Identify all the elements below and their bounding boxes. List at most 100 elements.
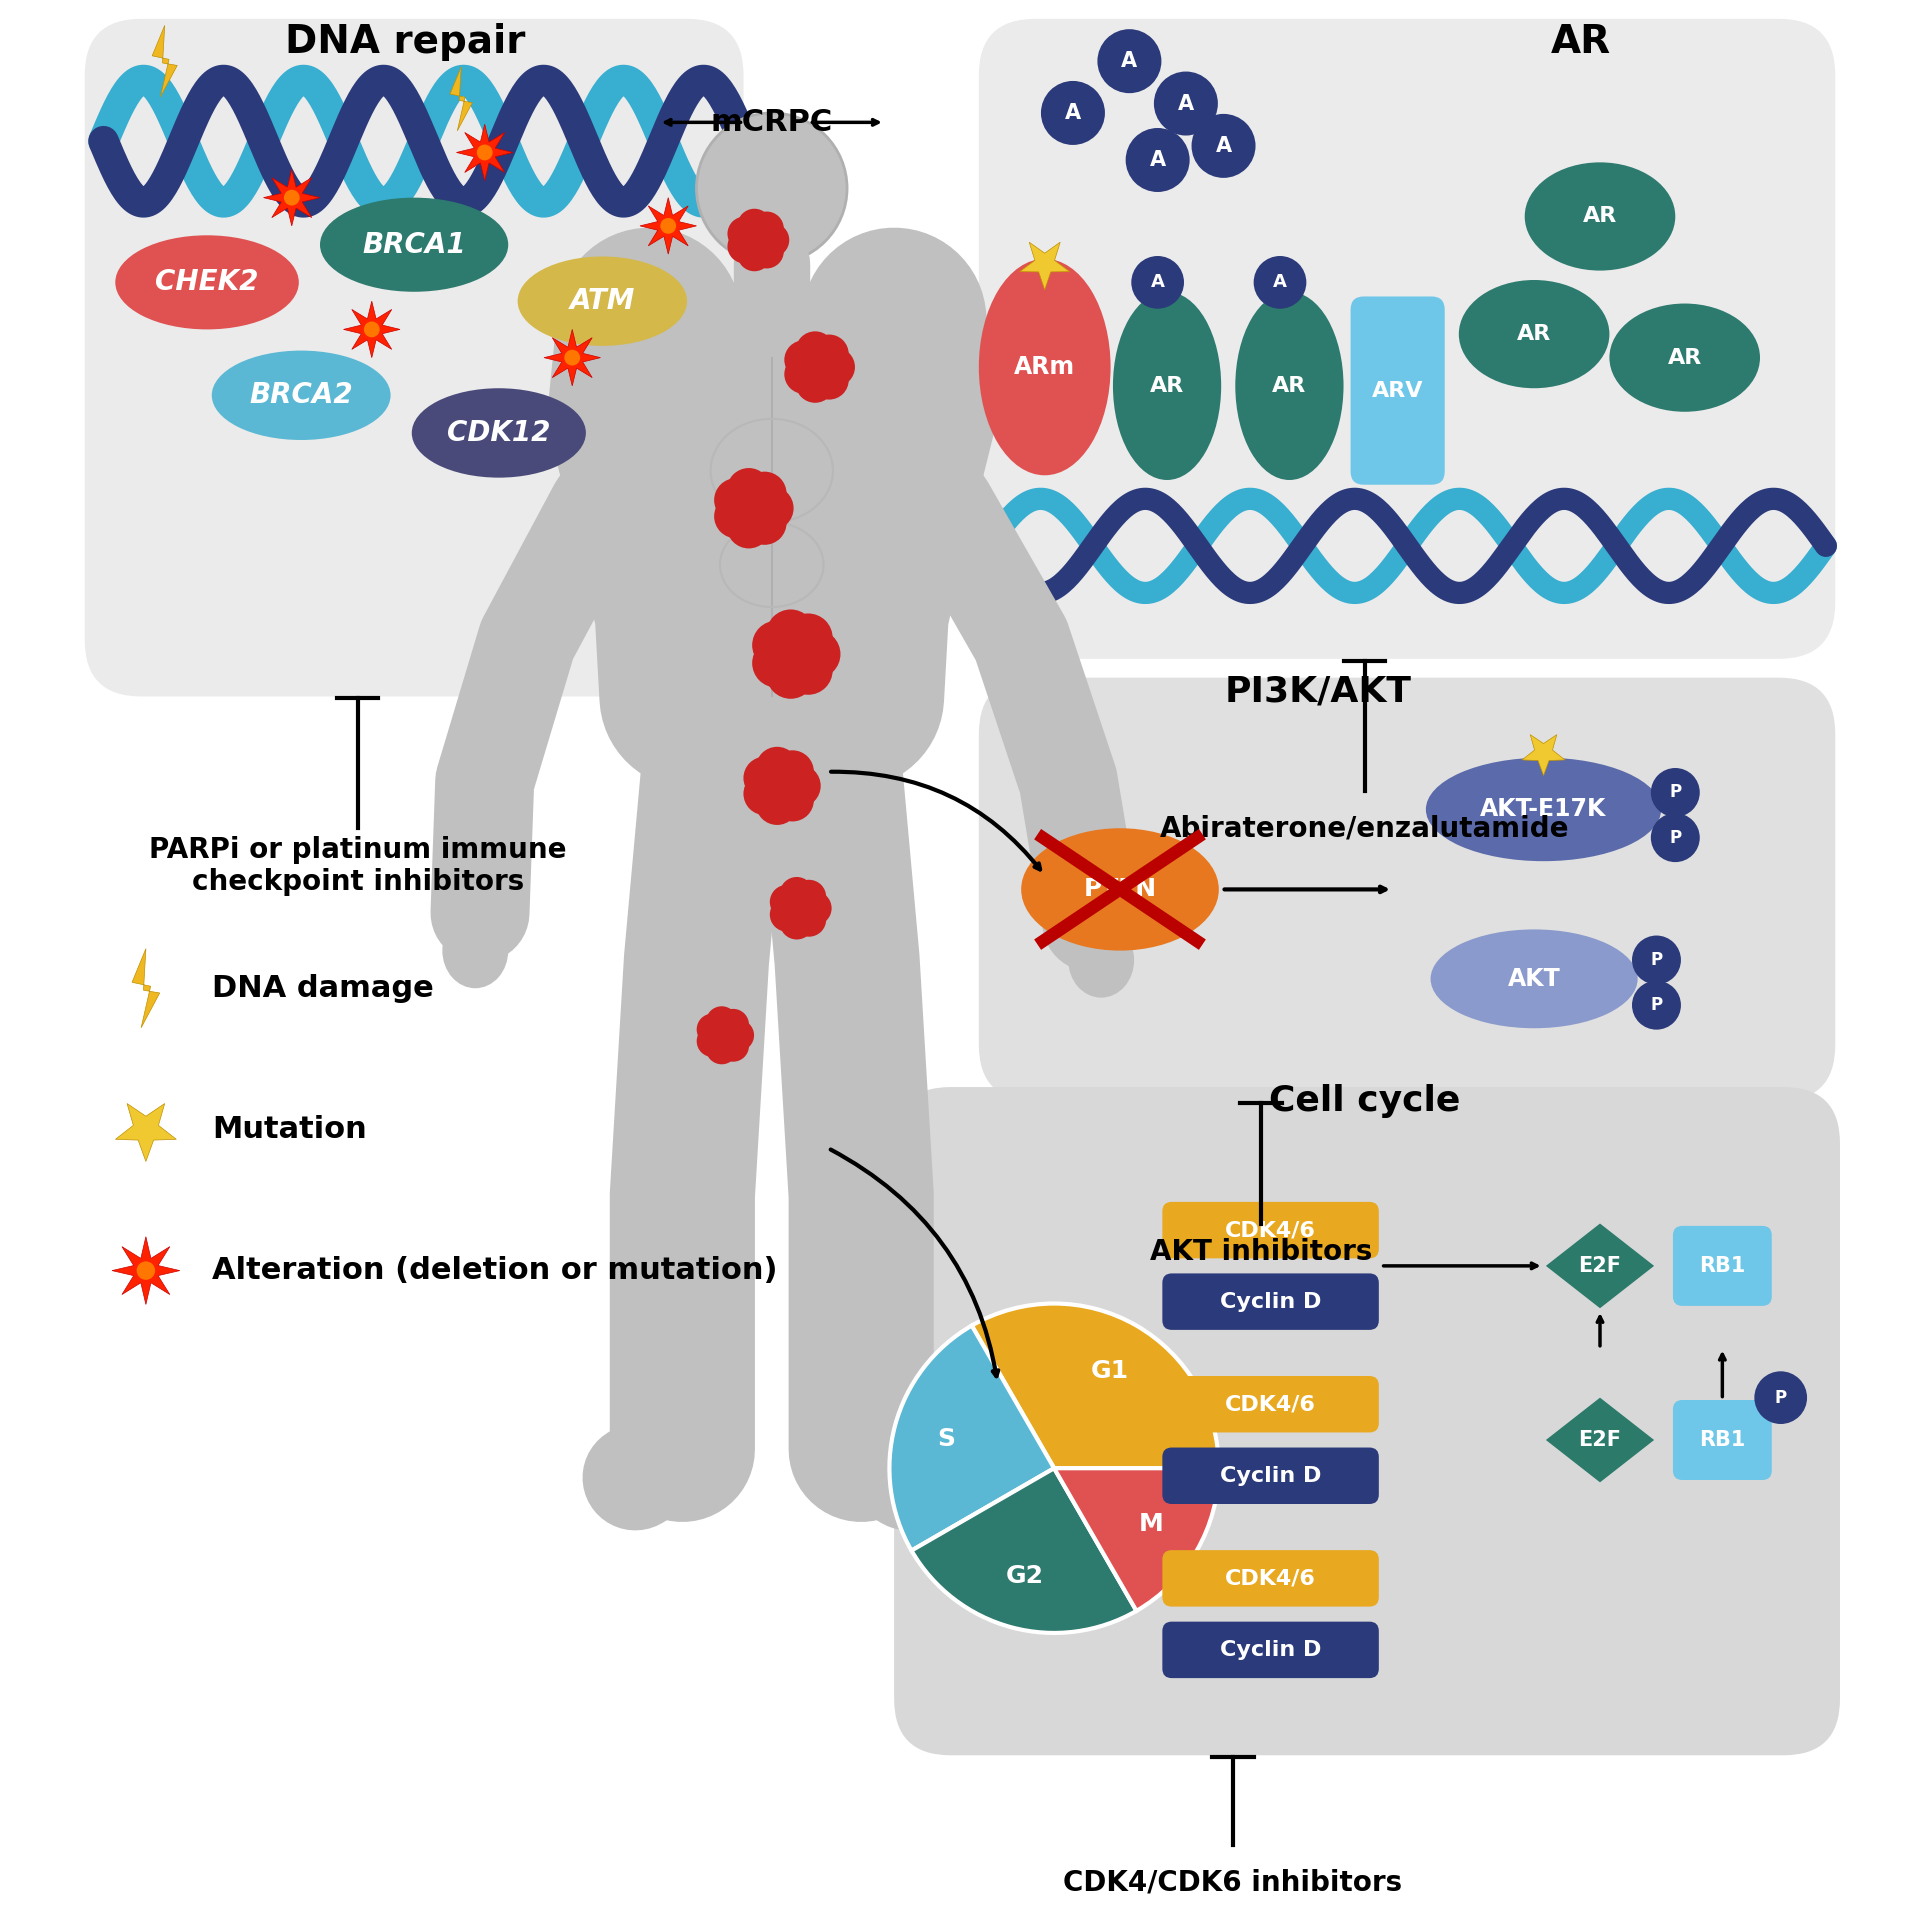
Circle shape xyxy=(780,889,820,927)
Circle shape xyxy=(772,780,814,822)
Circle shape xyxy=(785,355,824,394)
Ellipse shape xyxy=(321,198,509,292)
Text: AR: AR xyxy=(1517,324,1551,344)
Circle shape xyxy=(707,1006,737,1039)
Text: CHEK2: CHEK2 xyxy=(156,269,259,296)
Text: G1: G1 xyxy=(1091,1359,1129,1382)
Wedge shape xyxy=(972,1304,1219,1469)
Circle shape xyxy=(797,891,831,925)
Circle shape xyxy=(365,321,380,338)
Circle shape xyxy=(743,501,787,545)
Ellipse shape xyxy=(1068,922,1135,998)
FancyBboxPatch shape xyxy=(1162,1448,1379,1503)
Circle shape xyxy=(714,493,758,538)
Ellipse shape xyxy=(1609,303,1761,411)
FancyBboxPatch shape xyxy=(1350,296,1444,484)
Circle shape xyxy=(770,885,804,920)
Text: G2: G2 xyxy=(1006,1565,1044,1588)
Text: BRCA2: BRCA2 xyxy=(250,382,353,409)
Circle shape xyxy=(697,1025,728,1058)
FancyBboxPatch shape xyxy=(1162,1549,1379,1607)
FancyBboxPatch shape xyxy=(1162,1273,1379,1331)
Text: CDK4/6: CDK4/6 xyxy=(1225,1219,1315,1240)
Text: DNA damage: DNA damage xyxy=(211,973,434,1002)
Ellipse shape xyxy=(211,351,390,440)
Polygon shape xyxy=(152,25,177,96)
Circle shape xyxy=(284,190,300,205)
Circle shape xyxy=(772,751,814,793)
Text: AKT: AKT xyxy=(1507,968,1561,991)
Circle shape xyxy=(778,764,820,806)
Text: AR: AR xyxy=(1668,348,1701,367)
Circle shape xyxy=(714,478,758,522)
FancyBboxPatch shape xyxy=(1162,1377,1379,1432)
Circle shape xyxy=(1651,768,1699,816)
Circle shape xyxy=(753,639,801,687)
Circle shape xyxy=(728,228,762,263)
Text: AR: AR xyxy=(1551,23,1611,61)
Ellipse shape xyxy=(1114,292,1221,480)
Ellipse shape xyxy=(1524,163,1676,271)
FancyBboxPatch shape xyxy=(1162,1202,1379,1258)
Text: A: A xyxy=(1121,52,1137,71)
Text: CDK4/6: CDK4/6 xyxy=(1225,1394,1315,1415)
Text: A: A xyxy=(1150,150,1165,171)
Circle shape xyxy=(1755,1371,1807,1425)
Circle shape xyxy=(722,1020,755,1052)
Text: RB1: RB1 xyxy=(1699,1430,1745,1450)
Circle shape xyxy=(737,221,778,259)
Ellipse shape xyxy=(411,388,586,478)
Circle shape xyxy=(783,645,833,695)
Polygon shape xyxy=(1523,735,1565,776)
Circle shape xyxy=(737,209,772,244)
Circle shape xyxy=(766,609,816,659)
Circle shape xyxy=(697,1014,728,1044)
Circle shape xyxy=(749,234,783,269)
Circle shape xyxy=(766,649,816,699)
Circle shape xyxy=(791,630,841,678)
Ellipse shape xyxy=(1459,280,1609,388)
Text: A: A xyxy=(1150,273,1165,292)
Text: Alteration (deletion or mutation): Alteration (deletion or mutation) xyxy=(211,1256,778,1284)
Text: S: S xyxy=(937,1427,954,1452)
Circle shape xyxy=(1651,814,1699,862)
Circle shape xyxy=(707,1033,737,1064)
Text: P: P xyxy=(1651,996,1663,1014)
Circle shape xyxy=(780,877,814,912)
Text: Mutation: Mutation xyxy=(211,1116,367,1144)
Text: P: P xyxy=(1651,950,1663,970)
Circle shape xyxy=(791,879,826,914)
Circle shape xyxy=(791,902,826,937)
Circle shape xyxy=(1254,255,1306,309)
Text: A: A xyxy=(1066,104,1081,123)
Circle shape xyxy=(810,334,849,374)
Text: Cyclin D: Cyclin D xyxy=(1219,1292,1321,1311)
Text: CDK4/CDK6 inhibitors: CDK4/CDK6 inhibitors xyxy=(1064,1868,1402,1897)
Text: AKT-E17K: AKT-E17K xyxy=(1480,797,1607,822)
Circle shape xyxy=(660,219,676,234)
Circle shape xyxy=(749,486,793,530)
Text: Cyclin D: Cyclin D xyxy=(1219,1640,1321,1661)
Circle shape xyxy=(707,1018,743,1054)
Circle shape xyxy=(1154,71,1217,136)
FancyBboxPatch shape xyxy=(979,678,1836,1102)
Polygon shape xyxy=(344,301,399,357)
Text: DNA repair: DNA repair xyxy=(284,23,524,61)
Circle shape xyxy=(697,113,847,263)
Circle shape xyxy=(1125,129,1190,192)
Circle shape xyxy=(1131,255,1185,309)
Polygon shape xyxy=(639,198,697,253)
Circle shape xyxy=(737,236,772,271)
Text: P: P xyxy=(1668,829,1682,847)
Text: ARm: ARm xyxy=(1014,355,1075,378)
Circle shape xyxy=(1098,29,1162,94)
Circle shape xyxy=(728,468,770,513)
Circle shape xyxy=(476,144,493,161)
Circle shape xyxy=(756,781,799,826)
Ellipse shape xyxy=(442,912,509,989)
Circle shape xyxy=(795,363,835,403)
Wedge shape xyxy=(889,1325,1054,1551)
Circle shape xyxy=(770,897,804,931)
Circle shape xyxy=(816,348,854,386)
Wedge shape xyxy=(912,1469,1137,1632)
